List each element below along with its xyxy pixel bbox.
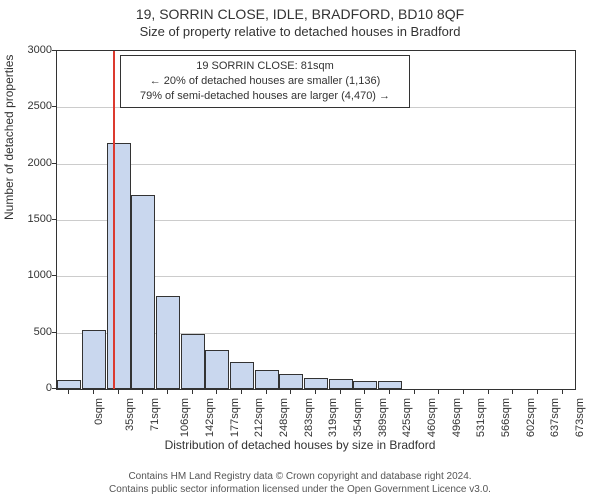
x-tick-mark <box>315 390 316 394</box>
y-tick-label: 1000 <box>12 269 52 281</box>
histogram-bar <box>279 374 303 389</box>
x-tick-mark <box>512 390 513 394</box>
x-tick-label: 637sqm <box>549 398 561 437</box>
x-tick-label: 389sqm <box>377 398 389 437</box>
histogram-bar <box>156 296 180 390</box>
footer-attribution: Contains HM Land Registry data © Crown c… <box>0 470 600 496</box>
info-line-1: 19 SORRIN CLOSE: 81sqm <box>127 59 403 74</box>
info-line-2: ← 20% of detached houses are smaller (1,… <box>127 74 403 89</box>
y-tick-mark <box>52 50 56 51</box>
histogram-bar <box>205 350 229 389</box>
x-tick-mark <box>68 390 69 394</box>
x-axis-label: Distribution of detached houses by size … <box>0 438 600 452</box>
x-tick-label: 248sqm <box>278 398 290 437</box>
x-tick-label: 35sqm <box>124 398 136 431</box>
x-tick-mark <box>93 390 94 394</box>
x-tick-label: 212sqm <box>253 398 265 437</box>
histogram-bar <box>181 334 205 389</box>
histogram-bar <box>57 380 81 389</box>
x-tick-mark <box>389 390 390 394</box>
x-tick-mark <box>488 390 489 394</box>
page-title: 19, SORRIN CLOSE, IDLE, BRADFORD, BD10 8… <box>0 0 600 22</box>
x-tick-label: 177sqm <box>229 398 241 437</box>
grid-line <box>57 164 575 165</box>
x-tick-mark <box>266 390 267 394</box>
x-tick-label: 71sqm <box>149 398 161 431</box>
histogram-bar <box>82 330 106 389</box>
chart-page: 19, SORRIN CLOSE, IDLE, BRADFORD, BD10 8… <box>0 0 600 500</box>
x-tick-label: 602sqm <box>525 398 537 437</box>
x-tick-mark <box>537 390 538 394</box>
x-tick-label: 425sqm <box>401 398 413 437</box>
footer-line-1: Contains HM Land Registry data © Crown c… <box>0 470 600 483</box>
histogram-bar <box>304 378 328 389</box>
histogram-bar <box>329 379 353 389</box>
x-tick-label: 496sqm <box>451 398 463 437</box>
x-tick-label: 106sqm <box>179 398 191 437</box>
page-subtitle: Size of property relative to detached ho… <box>0 24 600 39</box>
x-tick-mark <box>340 390 341 394</box>
y-tick-mark <box>52 219 56 220</box>
histogram-bar <box>378 381 402 389</box>
y-tick-label: 2000 <box>12 157 52 169</box>
x-tick-mark <box>241 390 242 394</box>
x-tick-mark <box>192 390 193 394</box>
x-tick-label: 283sqm <box>303 398 315 437</box>
y-tick-mark <box>52 275 56 276</box>
histogram-bar <box>353 381 377 389</box>
y-tick-label: 2500 <box>12 100 52 112</box>
histogram-bar <box>131 195 155 389</box>
y-tick-label: 0 <box>12 382 52 394</box>
x-tick-label: 0sqm <box>93 398 105 425</box>
y-tick-label: 3000 <box>12 44 52 56</box>
histogram-bar <box>107 143 131 389</box>
info-annotation-box: 19 SORRIN CLOSE: 81sqm ← 20% of detached… <box>120 55 410 108</box>
footer-line-2: Contains public sector information licen… <box>0 483 600 496</box>
x-tick-mark <box>364 390 365 394</box>
x-tick-label: 460sqm <box>426 398 438 437</box>
histogram-bar <box>255 370 279 389</box>
y-tick-mark <box>52 106 56 107</box>
histogram-bar <box>230 362 254 389</box>
y-tick-mark <box>52 332 56 333</box>
x-tick-mark <box>167 390 168 394</box>
x-tick-mark <box>562 390 563 394</box>
y-tick-label: 500 <box>12 326 52 338</box>
x-tick-mark <box>414 390 415 394</box>
reference-line <box>113 51 115 389</box>
x-tick-mark <box>216 390 217 394</box>
x-tick-label: 673sqm <box>574 398 586 437</box>
y-tick-label: 1500 <box>12 213 52 225</box>
x-tick-label: 354sqm <box>352 398 364 437</box>
x-tick-mark <box>118 390 119 394</box>
y-tick-mark <box>52 163 56 164</box>
x-tick-label: 531sqm <box>475 398 487 437</box>
x-tick-label: 319sqm <box>327 398 339 437</box>
x-tick-mark <box>290 390 291 394</box>
x-tick-label: 142sqm <box>204 398 216 437</box>
x-tick-mark <box>438 390 439 394</box>
info-line-3: 79% of semi-detached houses are larger (… <box>127 89 403 104</box>
x-tick-mark <box>142 390 143 394</box>
y-axis-label: Number of detached properties <box>2 55 16 220</box>
x-tick-mark <box>463 390 464 394</box>
x-tick-label: 566sqm <box>500 398 512 437</box>
y-tick-mark <box>52 388 56 389</box>
